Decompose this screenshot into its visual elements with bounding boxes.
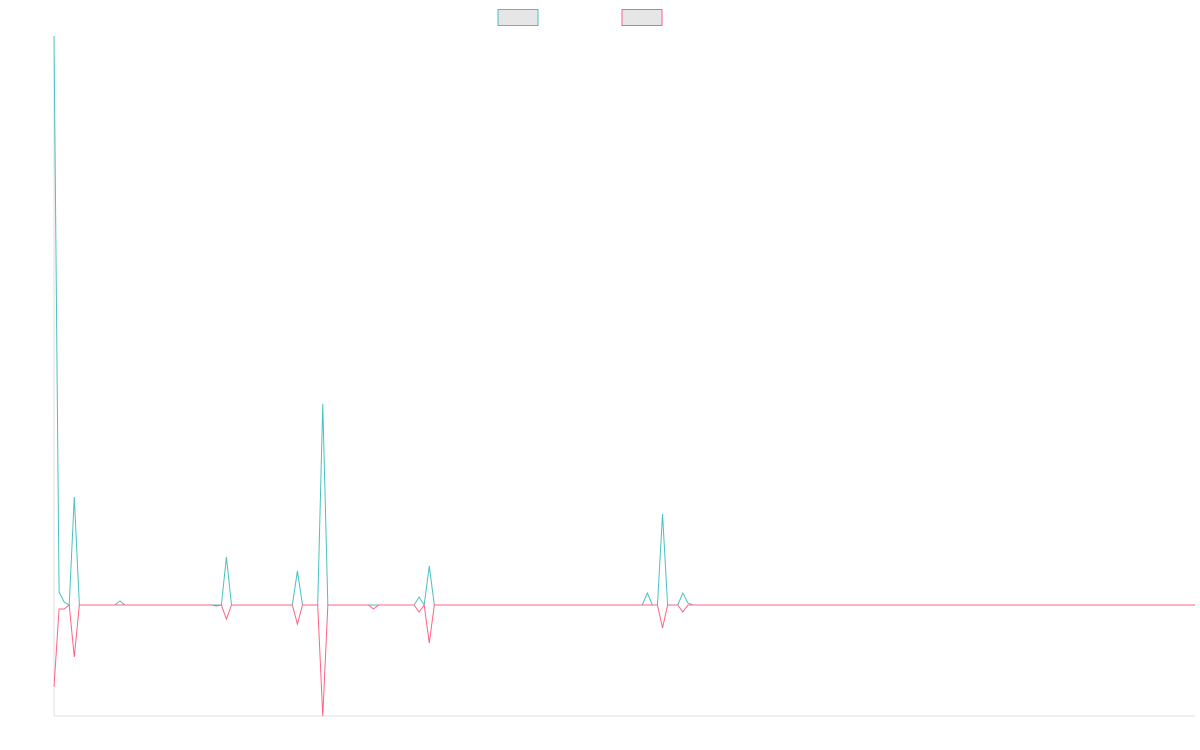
data-line (53, 603, 1195, 717)
data-line (53, 35, 1195, 607)
legend-swatch[interactable] (621, 9, 663, 26)
legend-swatch[interactable] (497, 9, 539, 26)
